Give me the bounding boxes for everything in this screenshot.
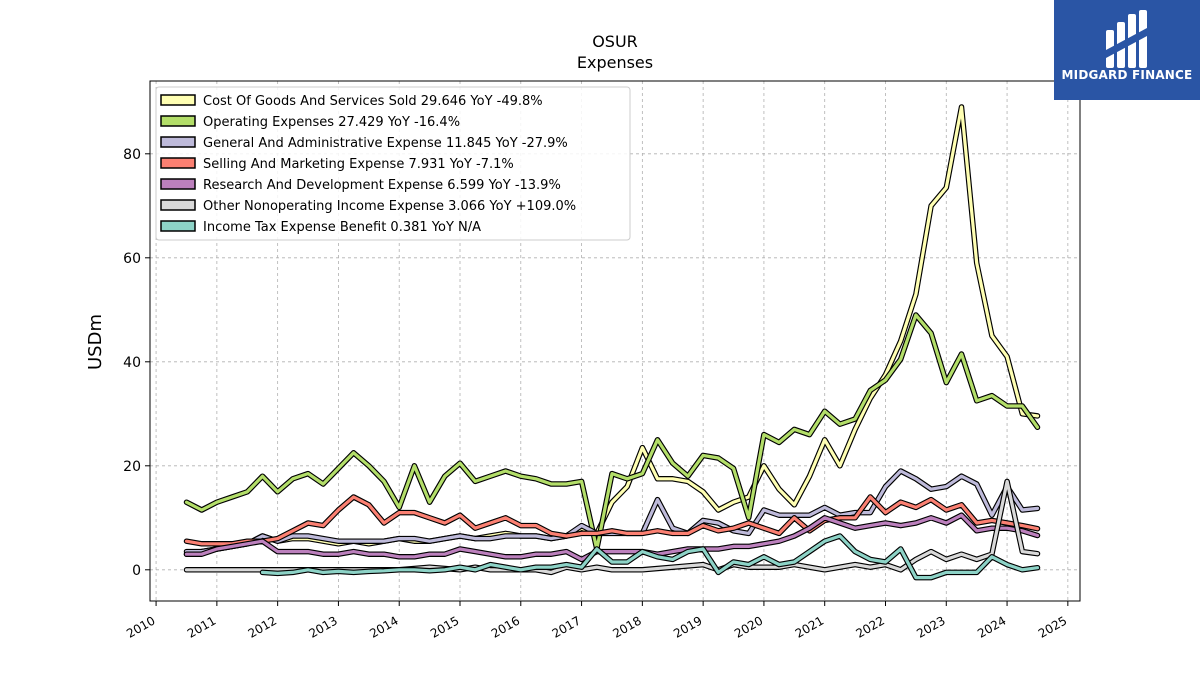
legend-item: Operating Expenses 27.429 YoY -16.4%	[160, 115, 460, 130]
legend-label: Research And Development Expense 6.599 Y…	[203, 178, 561, 193]
x-tick-label: 2019	[671, 613, 704, 640]
x-tick-label: 2014	[367, 613, 400, 640]
y-tick-label: 0	[132, 563, 141, 579]
x-tick-label: 2011	[185, 613, 218, 640]
chart-title: OSUR	[592, 32, 638, 51]
legend-label: Cost Of Goods And Services Sold 29.646 Y…	[203, 94, 543, 109]
legend-item: Other Nonoperating Income Expense 3.066 …	[160, 199, 576, 214]
x-tick-label: 2025	[1036, 613, 1069, 640]
x-tick-label: 2013	[306, 613, 339, 640]
brand-name: MIDGARD FINANCE	[1061, 68, 1193, 82]
legend-item: Research And Development Expense 6.599 Y…	[160, 178, 561, 193]
series-line	[184, 313, 1040, 551]
x-tick-label: 2020	[732, 613, 765, 640]
x-tick-label: 2024	[975, 613, 1008, 640]
legend-item: Selling And Marketing Expense 7.931 YoY …	[160, 157, 514, 172]
plot-frame	[149, 80, 1081, 602]
y-axis-label: USDm	[85, 314, 106, 370]
series-income-tax-expense-benefit	[259, 533, 1041, 581]
x-tick-label: 2012	[246, 613, 279, 640]
legend-box	[155, 86, 631, 241]
y-tick-label: 80	[123, 147, 141, 163]
legend-item: Income Tax Expense Benefit 0.381 YoY N/A	[160, 220, 481, 235]
series-research-and-development-expense	[183, 512, 1041, 563]
legend-swatch	[160, 220, 196, 232]
x-tick-label: 2021	[793, 613, 826, 640]
midgard-logo-icon	[1106, 10, 1147, 68]
legend-item: Cost Of Goods And Services Sold 29.646 Y…	[160, 94, 543, 109]
x-tick-label: 2015	[428, 613, 461, 640]
series-line	[184, 495, 1040, 546]
legend-label: General And Administrative Expense 11.84…	[203, 136, 568, 151]
legend-swatch	[160, 136, 196, 148]
series-line-outline	[183, 312, 1041, 552]
series-lines	[183, 104, 1041, 581]
y-tick-label: 60	[123, 251, 141, 267]
legend-swatch	[160, 94, 196, 106]
legend-label: Income Tax Expense Benefit 0.381 YoY N/A	[203, 220, 481, 235]
legend: Cost Of Goods And Services Sold 29.646 Y…	[155, 86, 631, 241]
brand-logo: MIDGARD FINANCE	[1054, 0, 1200, 100]
legend-label: Other Nonoperating Income Expense 3.066 …	[203, 199, 576, 214]
legend-swatch	[160, 157, 196, 169]
series-operating-expenses	[183, 312, 1041, 552]
legend-swatch	[160, 178, 196, 190]
legend-label: Operating Expenses 27.429 YoY -16.4%	[203, 115, 460, 130]
series-line	[260, 534, 1040, 580]
x-tick-label: 2016	[489, 613, 522, 640]
x-tick-label: 2023	[914, 613, 947, 640]
legend-label: Selling And Marketing Expense 7.931 YoY …	[203, 157, 514, 172]
legend-item: General And Administrative Expense 11.84…	[160, 136, 568, 151]
x-tick-label: 2018	[610, 613, 643, 640]
x-tick-label: 2017	[550, 613, 583, 640]
x-tick-label: 2022	[854, 613, 887, 640]
x-tick-label: 2010	[124, 613, 157, 640]
chart-subtitle: Expenses	[577, 53, 653, 72]
series-selling-and-marketing-expense	[183, 494, 1041, 547]
legend-swatch	[160, 115, 196, 127]
series-line	[184, 513, 1040, 561]
y-tick-label: 40	[123, 355, 141, 371]
y-tick-label: 20	[123, 459, 141, 475]
legend-swatch	[160, 199, 196, 211]
